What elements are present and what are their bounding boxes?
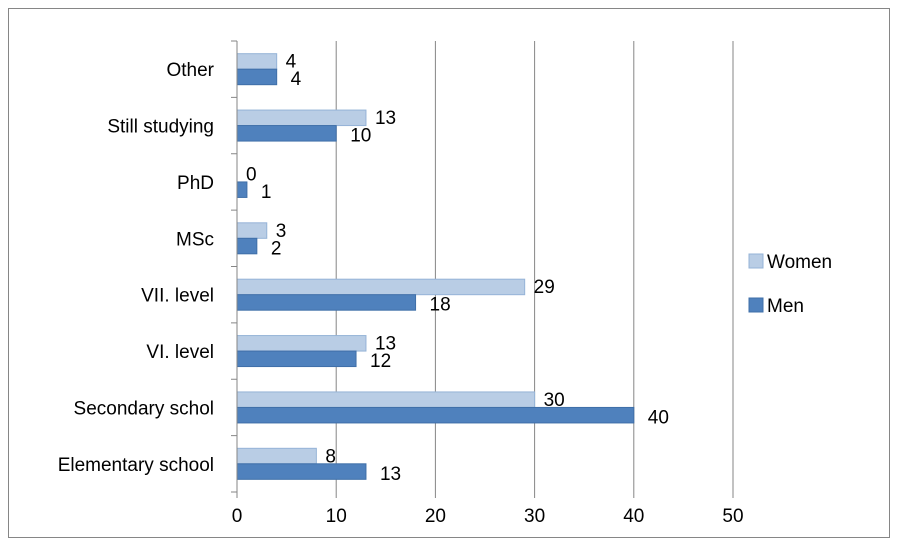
bar-men — [236, 463, 367, 480]
bar-men — [236, 406, 635, 424]
category-label: PhD — [177, 173, 214, 194]
data-label-women: 0 — [246, 164, 257, 185]
data-label-women: 29 — [534, 277, 555, 298]
category-label: Still studying — [107, 117, 214, 138]
bar-women — [236, 222, 268, 239]
data-label-women: 8 — [325, 446, 336, 467]
bar-men — [236, 237, 258, 255]
category-label: Secondary schol — [74, 398, 214, 419]
bar-women — [236, 278, 526, 296]
data-label-men: 18 — [430, 295, 451, 316]
bar-men — [236, 68, 278, 86]
x-tick-label: 0 — [232, 506, 243, 527]
data-label-women: 13 — [375, 108, 396, 129]
data-label-men: 4 — [291, 69, 302, 90]
bar-men — [236, 125, 337, 142]
category-label: Other — [166, 60, 214, 81]
legend-label-men: Men — [767, 296, 804, 317]
data-label-men: 13 — [380, 464, 401, 485]
legend-swatch-women — [748, 253, 764, 269]
category-label: VI. level — [146, 342, 214, 363]
x-tick-label: 10 — [326, 506, 347, 527]
data-label-men: 10 — [350, 126, 371, 147]
legend-label-women: Women — [767, 252, 832, 273]
x-tick-label: 30 — [524, 506, 545, 527]
data-label-men: 2 — [271, 238, 282, 259]
data-label-women: 13 — [375, 334, 396, 355]
chart-frame — [8, 8, 890, 538]
axes — [231, 40, 734, 498]
legend: Women Men — [748, 252, 832, 317]
bar-men — [236, 294, 417, 311]
data-label-women: 3 — [276, 221, 287, 242]
data-label-men: 12 — [370, 351, 391, 372]
category-label: Elementary school — [58, 455, 214, 476]
bar-women — [236, 53, 278, 70]
bar-women — [236, 109, 367, 127]
data-label-men: 40 — [648, 407, 669, 428]
data-label-women: 4 — [286, 52, 297, 73]
bar-women — [236, 335, 367, 352]
category-label: VII. level — [141, 286, 214, 307]
legend-swatch-men — [748, 297, 764, 313]
bar-women — [236, 391, 536, 408]
x-tick-label: 50 — [722, 506, 743, 527]
bars — [236, 53, 635, 480]
data-label-men: 1 — [261, 182, 272, 203]
category-label: MSc — [176, 229, 214, 250]
bar-women — [236, 447, 317, 465]
bar-men — [236, 350, 357, 368]
x-tick-label: 40 — [623, 506, 644, 527]
data-label-women: 30 — [544, 390, 565, 411]
x-tick-label: 20 — [425, 506, 446, 527]
